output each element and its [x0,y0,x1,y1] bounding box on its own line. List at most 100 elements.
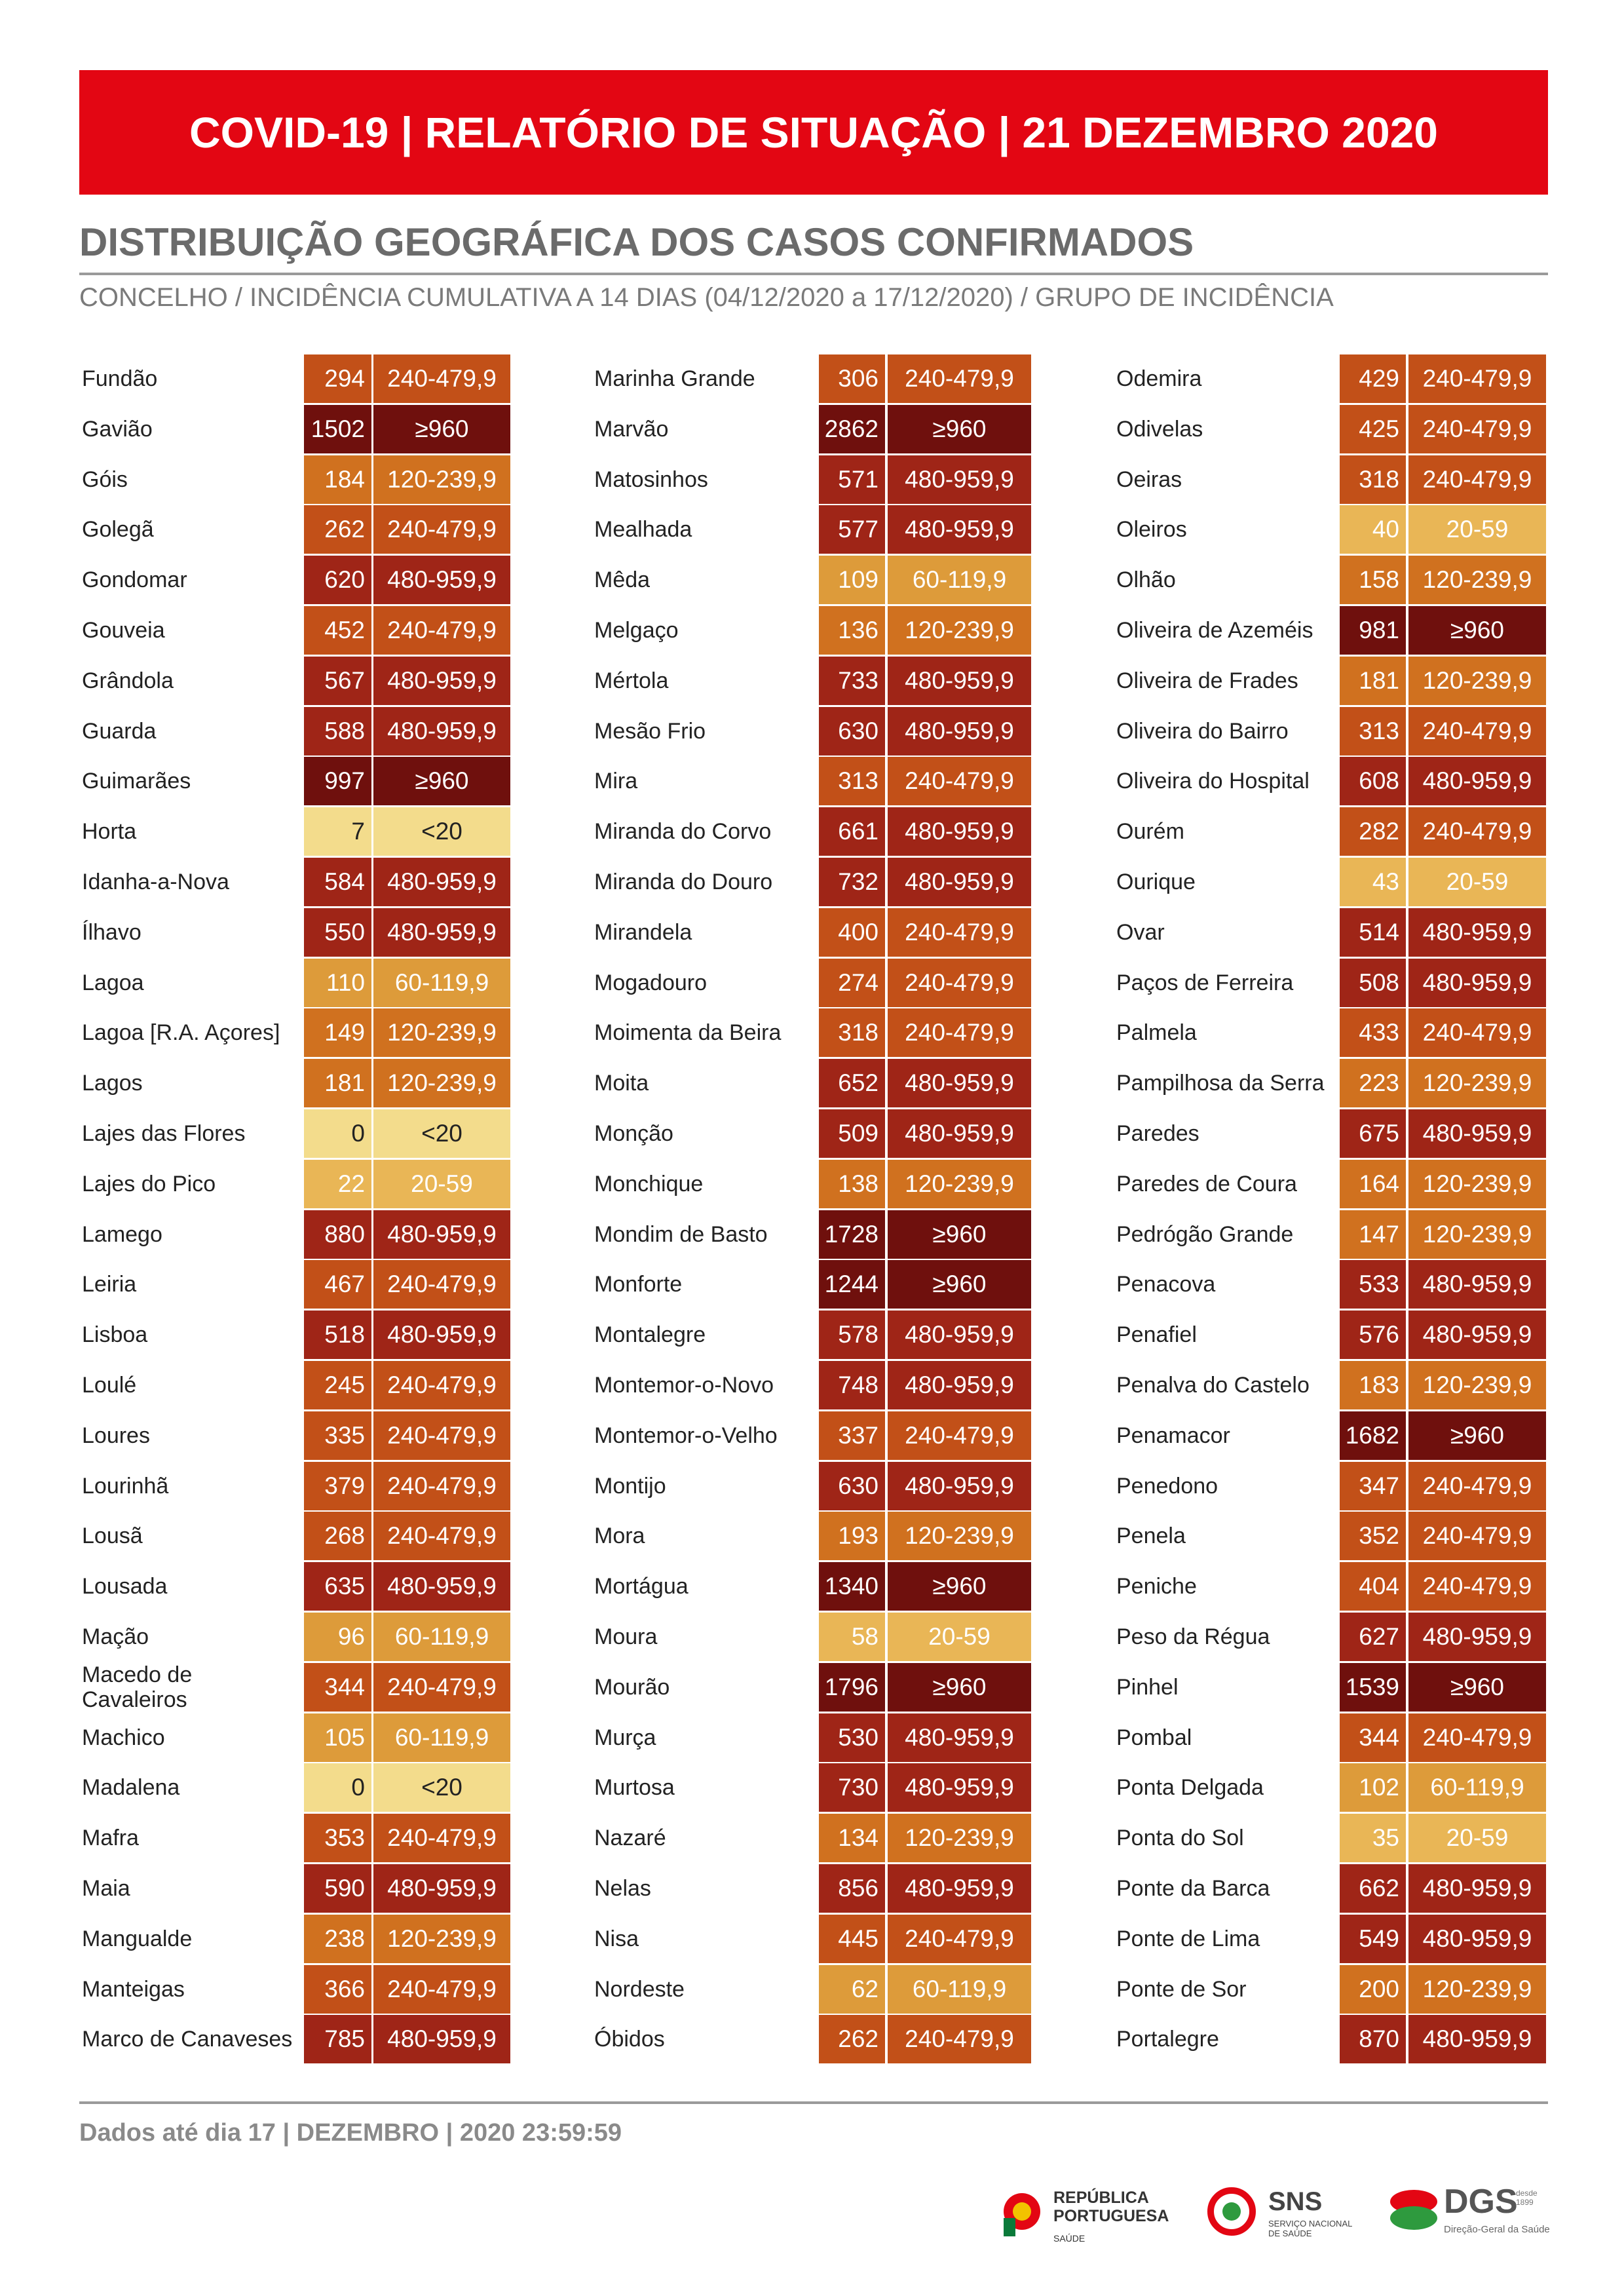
municipality: Nazaré [594,1826,666,1851]
incidence-group: 60-119,9 [373,1713,510,1762]
table-row: Murtosa 730 480-959,9 [594,1763,1031,1812]
incidence-group: <20 [373,807,510,856]
incidence-group: 240-479,9 [1408,354,1546,403]
incidence-value: 870 [1340,2015,1406,2064]
incidence-value: 105 [304,1713,371,1762]
table-row: Ourique 43 20-59 [1116,858,1546,906]
logo-text: SNS [1268,2187,1323,2216]
incidence-value: 35 [1340,1814,1406,1863]
incidence-group: ≥960 [1408,1662,1546,1712]
incidence-value: 136 [819,606,885,655]
incidence-group: 240-479,9 [373,505,510,554]
municipality: Mealhada [594,517,692,543]
incidence-value: 164 [1340,1159,1406,1208]
divider [79,2101,1548,2104]
title: COVID-19 | RELATÓRIO DE SITUAÇÃO | 21 DE… [189,108,1439,157]
incidence-group: 240-479,9 [888,757,1031,806]
municipality: Madalena [82,1775,180,1801]
municipality: Ponte de Lima [1116,1926,1260,1951]
incidence-group: ≥960 [888,1562,1031,1611]
table-row: Gondomar 620 480-959,9 [82,556,510,605]
icon [1390,2190,1437,2213]
incidence-value: 262 [304,505,371,554]
incidence-value: 785 [304,2015,371,2064]
table-row: Peso da Régua 627 480-959,9 [1116,1613,1546,1661]
municipality: Nelas [594,1876,651,1901]
incidence-value: 0 [304,1763,371,1812]
table-row: Mealhada 577 480-959,9 [594,505,1031,554]
municipality: Montemor-o-Velho [594,1423,778,1448]
municipality: Mirandela [594,919,692,945]
municipality: Oliveira do Hospital [1116,769,1310,794]
incidence-value: 576 [1340,1311,1406,1360]
table-row: Ponte de Lima 549 480-959,9 [1116,1914,1546,1963]
incidence-group: 480-959,9 [373,1210,510,1259]
incidence-value: 630 [819,1461,885,1510]
incidence-group: ≥960 [1408,1411,1546,1460]
table-row: Lagoa 110 60-119,9 [82,958,510,1007]
table-row: Oleiros 40 20-59 [1116,505,1546,554]
incidence-value: 514 [1340,908,1406,957]
incidence-group: 480-959,9 [373,2015,510,2064]
incidence-group: 240-479,9 [1408,807,1546,856]
municipality: Penafiel [1116,1322,1197,1348]
municipality: Odivelas [1116,416,1203,442]
table-row: Miranda do Corvo 661 480-959,9 [594,807,1031,856]
municipality: Monforte [594,1272,683,1297]
incidence-group: 240-479,9 [373,1814,510,1863]
municipality: Golegã [82,517,154,543]
table-row: Loulé 245 240-479,9 [82,1361,510,1409]
table-row: Loures 335 240-479,9 [82,1411,510,1460]
incidence-value: 40 [1340,505,1406,554]
incidence-value: 467 [304,1260,371,1309]
table-row: Lousada 635 480-959,9 [82,1562,510,1611]
incidence-group: ≥960 [1408,606,1546,655]
municipality: Peso da Régua [1116,1624,1270,1649]
table-row: Oliveira do Hospital 608 480-959,9 [1116,757,1546,806]
incidence-value: 588 [304,706,371,756]
incidence-value: 274 [819,958,885,1007]
table-row: Mértola 733 480-959,9 [594,656,1031,705]
incidence-value: 748 [819,1361,885,1409]
incidence-group: 480-959,9 [888,858,1031,906]
municipality: Marvão [594,416,669,442]
table-row: Góis 184 120-239,9 [82,455,510,504]
incidence-group: 480-959,9 [373,656,510,705]
incidence-value: 509 [819,1109,885,1158]
incidence-group: 120-239,9 [1408,1361,1546,1409]
table-row: Monchique 138 120-239,9 [594,1159,1031,1208]
incidence-value: 7 [304,807,371,856]
incidence-group: 20-59 [373,1159,510,1208]
municipality: Portalegre [1116,2027,1219,2052]
table-row: Paredes de Coura 164 120-239,9 [1116,1159,1546,1208]
incidence-group: 480-959,9 [1408,908,1546,957]
table-row: Lourinhã 379 240-479,9 [82,1461,510,1510]
municipality: Macedo de Cavaleiros [82,1662,193,1712]
incidence-group: 240-479,9 [888,2015,1031,2064]
incidence-value: 549 [1340,1914,1406,1963]
table-row: Guimarães 997 ≥960 [82,757,510,806]
incidence-value: 445 [819,1914,885,1963]
incidence-group: 240-479,9 [1408,1461,1546,1510]
table-row: Mondim de Basto 1728 ≥960 [594,1210,1031,1259]
incidence-value: 577 [819,505,885,554]
table-row: Penalva do Castelo 183 120-239,9 [1116,1361,1546,1409]
municipality: Mêda [594,567,651,593]
incidence-group: 480-959,9 [373,1311,510,1360]
table-row: Pampilhosa da Serra 223 120-239,9 [1116,1059,1546,1108]
table-row: Pedrógão Grande 147 120-239,9 [1116,1210,1546,1259]
table-row: Oliveira de Frades 181 120-239,9 [1116,656,1546,705]
incidence-group: 240-479,9 [373,1361,510,1409]
table-row: Moita 652 480-959,9 [594,1059,1031,1108]
table-row: Mira 313 240-479,9 [594,757,1031,806]
incidence-group: 480-959,9 [373,706,510,756]
municipality: Mafra [82,1826,139,1851]
incidence-value: 335 [304,1411,371,1460]
municipality: Melgaço [594,618,679,643]
municipality: Ponta do Sol [1116,1826,1244,1851]
incidence-value: 183 [1340,1361,1406,1409]
table-row: Mora 193 120-239,9 [594,1512,1031,1561]
incidence-group: 480-959,9 [373,908,510,957]
municipality: Pedrógão Grande [1116,1221,1294,1247]
table-row: Portalegre 870 480-959,9 [1116,2015,1546,2064]
